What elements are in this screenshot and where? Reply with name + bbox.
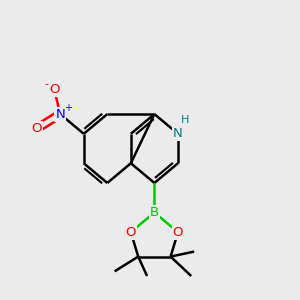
Text: H: H	[181, 115, 190, 125]
Text: O: O	[126, 226, 136, 239]
Text: +: +	[64, 103, 72, 112]
Text: O: O	[49, 83, 60, 96]
Text: N: N	[55, 108, 65, 121]
Text: -: -	[44, 79, 48, 89]
Text: N: N	[173, 127, 183, 140]
Text: B: B	[150, 206, 159, 219]
Text: O: O	[173, 226, 183, 239]
Text: O: O	[32, 122, 42, 135]
